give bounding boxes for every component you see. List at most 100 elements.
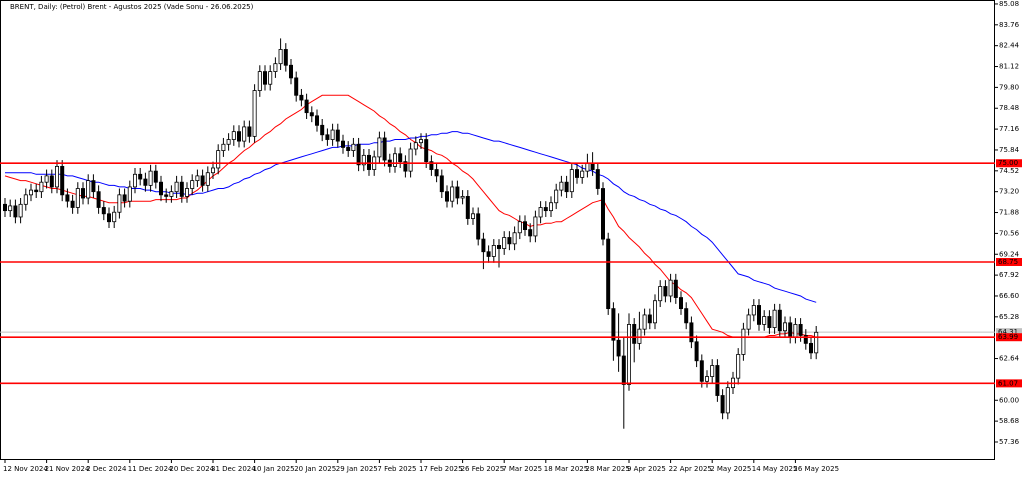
candle-body xyxy=(642,314,647,330)
candle-body xyxy=(637,328,642,344)
plot-frame xyxy=(0,0,995,460)
x-tick-label: 14 May 2025 xyxy=(752,465,798,473)
candle-body xyxy=(127,186,132,202)
candle-body xyxy=(164,194,169,197)
candle-body xyxy=(757,305,762,325)
candle-body xyxy=(138,173,143,180)
candle-body xyxy=(653,300,658,324)
level-label-box xyxy=(996,333,1022,342)
candle-body xyxy=(299,94,304,101)
candle-body xyxy=(252,90,257,137)
candle-body xyxy=(803,335,808,344)
candle-body xyxy=(55,165,60,188)
candle-body xyxy=(694,341,699,362)
candle-body xyxy=(689,322,694,343)
candle-body xyxy=(746,314,751,330)
candle-body xyxy=(621,355,626,385)
candle-body xyxy=(450,186,455,202)
candle-body xyxy=(465,196,470,219)
y-tick-label: 66.60 xyxy=(999,292,1019,300)
candle-body xyxy=(158,181,163,196)
candle-body xyxy=(294,77,299,96)
candle-body xyxy=(595,169,600,189)
candle-body xyxy=(569,169,574,193)
x-tick-label: 20 Jan 2025 xyxy=(294,465,336,473)
candle-body xyxy=(476,213,481,240)
moving-average xyxy=(5,131,817,303)
y-tick-label: 78.48 xyxy=(999,104,1019,112)
candle-body xyxy=(262,71,267,85)
y-tick-label: 60.00 xyxy=(999,396,1019,404)
y-tick-label: 67.92 xyxy=(999,271,1019,279)
x-tick-label: 22 Apr 2025 xyxy=(669,465,712,473)
candle-body xyxy=(382,137,387,161)
candle-body xyxy=(538,207,543,218)
candle-body xyxy=(413,142,418,150)
x-tick-label: 11 Dec 2024 xyxy=(128,465,173,473)
candle-body xyxy=(684,308,689,324)
candle-body xyxy=(408,148,413,172)
x-tick-label: 2 Dec 2024 xyxy=(86,465,127,473)
moving-average xyxy=(4,94,817,338)
candle-body xyxy=(23,194,28,205)
candle-body xyxy=(278,49,283,65)
candle-body xyxy=(346,147,351,151)
candle-body xyxy=(242,126,247,142)
y-tick-label: 69.24 xyxy=(999,250,1020,258)
candle-body xyxy=(533,216,538,237)
candle-body xyxy=(741,328,746,355)
candle-body xyxy=(486,251,491,257)
candle-body xyxy=(283,49,288,66)
candle-body xyxy=(647,314,652,324)
candle-body xyxy=(44,175,49,183)
candle-body xyxy=(455,186,460,199)
x-tick-label: 31 Dec 2024 xyxy=(211,465,256,473)
candle-body xyxy=(502,237,507,249)
x-tick-label: 18 Mar 2025 xyxy=(544,465,588,473)
x-tick-label: 21 Nov 2024 xyxy=(45,465,90,473)
level-label: 63.99 xyxy=(998,333,1018,341)
candle-body xyxy=(148,170,153,186)
candle-body xyxy=(736,354,741,379)
candle-body xyxy=(559,181,564,191)
chart-title: BRENT, Daily: (Petrol) Brent - Agustos 2… xyxy=(10,3,254,11)
candle-body xyxy=(418,139,423,144)
candle-body xyxy=(325,134,330,140)
candle-body xyxy=(288,64,293,79)
candle-body xyxy=(632,324,637,344)
candle-body xyxy=(439,175,444,193)
candle-body xyxy=(361,154,366,166)
y-tick-label: 57.36 xyxy=(999,438,1020,446)
level-label-box xyxy=(996,379,1022,388)
candle-body xyxy=(725,387,730,414)
candle-body xyxy=(184,188,189,197)
candle-body xyxy=(528,229,533,237)
candle-body xyxy=(221,143,226,151)
candle-body xyxy=(96,191,101,208)
y-tick-label: 79.80 xyxy=(999,83,1019,91)
candle-body xyxy=(392,153,397,167)
x-tick-label: 17 Feb 2025 xyxy=(419,465,463,473)
level-label: 68.75 xyxy=(998,258,1018,266)
candle-body xyxy=(195,175,200,182)
x-tick-label: 29 Jan 2025 xyxy=(336,465,378,473)
candle-body xyxy=(772,309,777,328)
candle-body xyxy=(330,129,335,140)
candle-body xyxy=(710,365,715,377)
candle-body xyxy=(705,376,710,382)
candle-body xyxy=(18,203,23,218)
candle-body xyxy=(320,124,325,136)
candle-body xyxy=(70,200,75,208)
y-tick-label: 81.12 xyxy=(999,63,1019,71)
candle-body xyxy=(216,150,221,169)
candle-body xyxy=(117,194,122,213)
candle-body xyxy=(132,173,137,188)
candle-body xyxy=(75,188,80,208)
candle-body xyxy=(679,297,684,310)
candle-body xyxy=(783,322,788,332)
candle-body xyxy=(434,169,439,177)
candle-body xyxy=(153,170,158,183)
candle-body xyxy=(460,196,465,199)
candle-body xyxy=(814,331,819,354)
x-tick-label: 7 Feb 2025 xyxy=(377,465,416,473)
